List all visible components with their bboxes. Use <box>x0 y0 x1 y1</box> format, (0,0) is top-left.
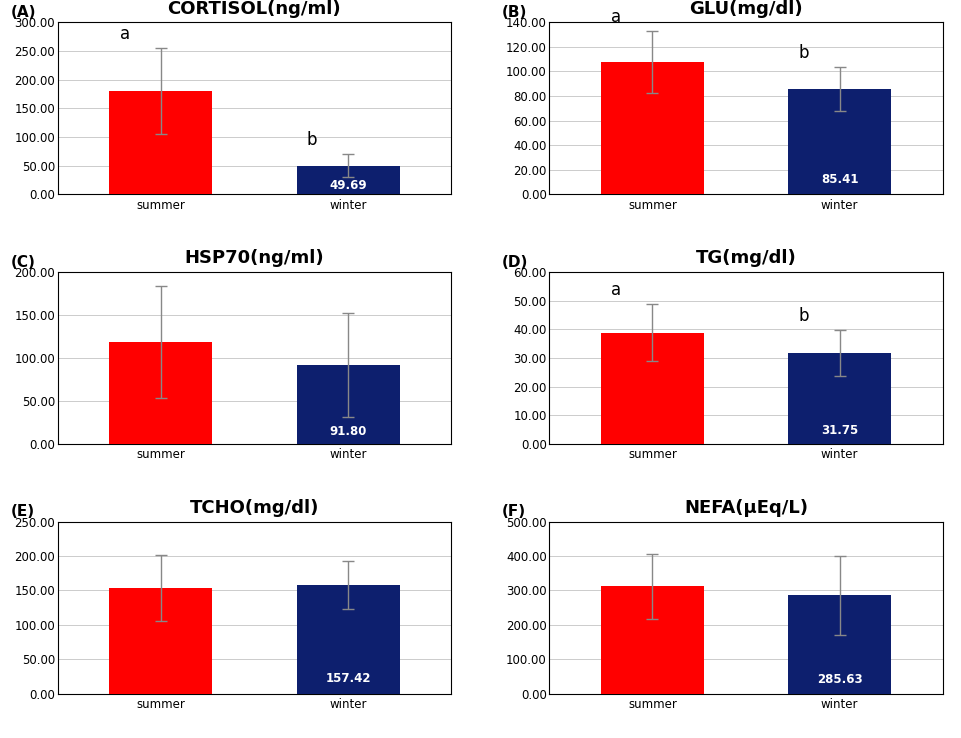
Title: CORTISOL(ng/ml): CORTISOL(ng/ml) <box>167 0 341 18</box>
Text: 118.46: 118.46 <box>137 423 184 436</box>
Text: 85.41: 85.41 <box>820 173 857 186</box>
Text: b: b <box>307 131 317 149</box>
Text: 31.75: 31.75 <box>821 424 857 437</box>
Bar <box>296 166 399 194</box>
Text: 311.77: 311.77 <box>629 672 675 685</box>
Text: (A): (A) <box>11 5 36 20</box>
Title: HSP70(ng/ml): HSP70(ng/ml) <box>185 249 324 267</box>
Bar <box>601 587 703 694</box>
Text: (C): (C) <box>11 255 36 269</box>
Bar <box>110 588 212 694</box>
Bar <box>296 365 399 444</box>
Text: (D): (D) <box>502 255 528 269</box>
Text: (F): (F) <box>502 504 526 520</box>
Bar <box>296 585 399 694</box>
Text: 157.42: 157.42 <box>325 672 370 685</box>
Bar <box>601 62 703 194</box>
Bar <box>601 333 703 444</box>
Text: a: a <box>610 281 621 299</box>
Text: b: b <box>798 307 808 325</box>
Text: (B): (B) <box>502 5 527 20</box>
Text: (E): (E) <box>11 504 35 520</box>
Text: 107.58: 107.58 <box>629 170 675 184</box>
Bar <box>787 89 890 194</box>
Title: TCHO(mg/dl): TCHO(mg/dl) <box>189 499 319 517</box>
Bar <box>110 342 212 444</box>
Text: 152.94: 152.94 <box>137 672 184 686</box>
Text: 285.63: 285.63 <box>816 673 862 686</box>
Title: GLU(mg/dl): GLU(mg/dl) <box>688 0 802 18</box>
Bar <box>110 91 212 194</box>
Bar <box>787 596 890 694</box>
Title: NEFA(μEq/L): NEFA(μEq/L) <box>683 499 807 517</box>
Text: 180.16: 180.16 <box>137 173 184 186</box>
Text: a: a <box>119 24 130 43</box>
Text: a: a <box>610 8 621 26</box>
Bar <box>787 353 890 444</box>
Text: 91.80: 91.80 <box>329 424 366 438</box>
Text: 49.69: 49.69 <box>329 179 366 192</box>
Text: 38.79: 38.79 <box>633 422 671 435</box>
Text: b: b <box>798 44 808 62</box>
Title: TG(mg/dl): TG(mg/dl) <box>695 249 796 267</box>
